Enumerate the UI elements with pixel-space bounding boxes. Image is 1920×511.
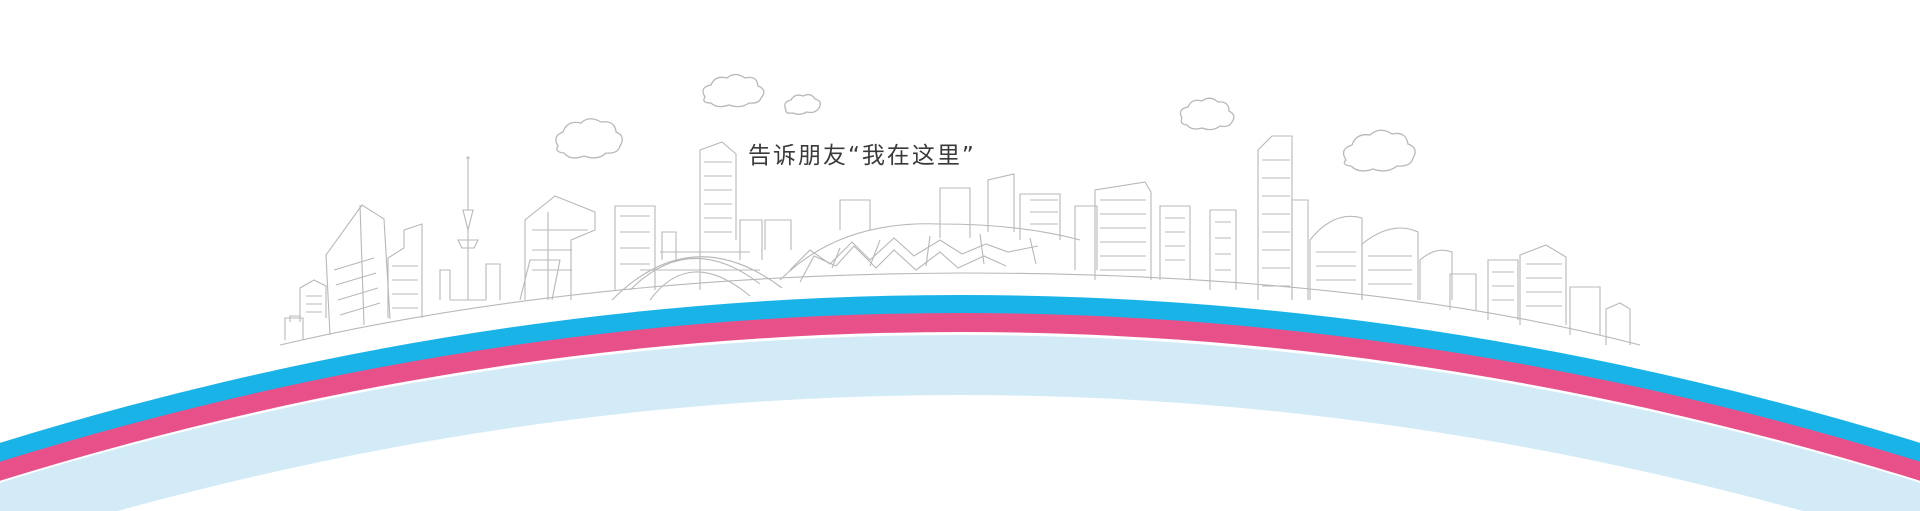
banner-tagline: 告诉朋友“我在这里” [748,136,976,170]
cloud-icon [556,119,622,158]
cloud-icon [703,75,764,107]
cloud-icon [1180,98,1233,129]
cloud-icon [1344,130,1416,171]
cloud-icon [785,95,821,115]
